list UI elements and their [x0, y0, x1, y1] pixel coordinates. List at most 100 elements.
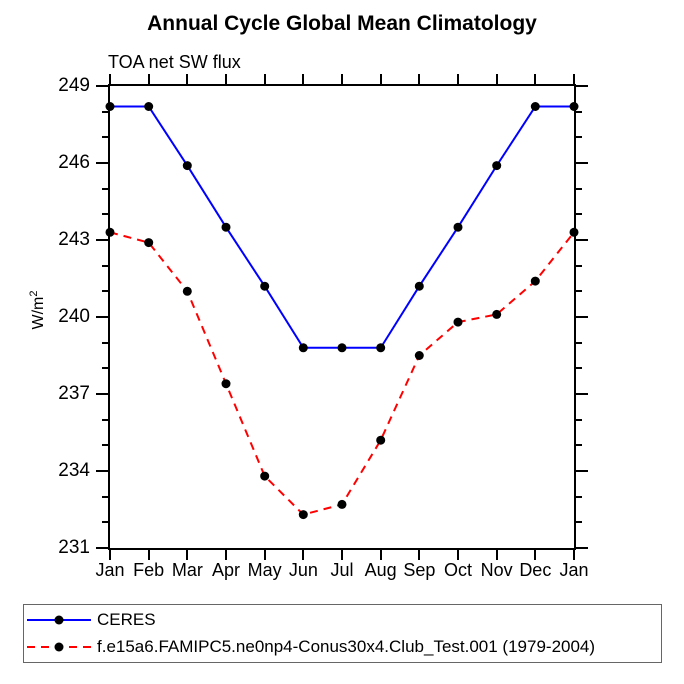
- data-point: [260, 471, 270, 481]
- y-major-tick-left: [96, 393, 110, 395]
- y-major-tick-right: [574, 393, 588, 395]
- x-tick-top: [225, 74, 227, 86]
- legend-row-1: f.e15a6.FAMIPC5.ne0np4-Conus30x4.Club_Te…: [24, 635, 661, 659]
- y-major-tick-left: [96, 470, 110, 472]
- data-point: [105, 102, 115, 111]
- chart-canvas: [105, 102, 579, 520]
- legend-label-0: CERES: [97, 610, 156, 629]
- data-point: [453, 222, 463, 232]
- x-tick-bottom: [495, 548, 498, 560]
- y-minor-tick-left: [102, 290, 110, 293]
- y-minor-tick-right: [574, 264, 582, 267]
- x-tick-top: [418, 74, 421, 86]
- x-tick-top: [263, 74, 266, 86]
- x-tick-label: May: [247, 560, 282, 580]
- y-minor-tick-left: [102, 444, 110, 447]
- y-major-tick-right: [574, 85, 588, 87]
- x-tick-label: Jun: [288, 560, 318, 580]
- chart-title: Annual Cycle Global Mean Climatology: [147, 12, 537, 35]
- legend-marker: [54, 615, 64, 625]
- x-tick-bottom: [302, 548, 305, 560]
- x-tick-label: Feb: [133, 560, 165, 580]
- y-major-tick-left: [96, 239, 110, 241]
- x-tick-top: [186, 74, 189, 86]
- x-tick-label: Aug: [364, 560, 397, 580]
- data-point: [530, 102, 540, 111]
- chart-subtitle: TOA net SW flux: [108, 52, 241, 72]
- y-minor-tick-right: [574, 367, 582, 370]
- y-minor-tick-right: [574, 495, 582, 498]
- x-tick-label: Jul: [330, 560, 354, 580]
- data-point: [569, 227, 579, 237]
- data-point: [260, 281, 270, 291]
- y-minor-tick-left: [102, 521, 110, 524]
- data-point: [376, 343, 386, 353]
- x-tick-top: [147, 74, 150, 86]
- legend-row-0: CERES: [24, 608, 661, 632]
- legend-line-sample: [27, 642, 91, 652]
- data-point: [144, 102, 154, 111]
- data-point: [105, 227, 115, 237]
- y-axis-label-sup: 2: [27, 290, 40, 297]
- legend: CERES f.e15a6.FAMIPC5.ne0np4-Conus30x4.Cl…: [23, 604, 662, 663]
- x-tick-top: [457, 74, 459, 86]
- y-major-tick-right: [574, 547, 588, 549]
- y-major-tick-right: [574, 239, 588, 241]
- y-minor-tick-left: [102, 187, 110, 190]
- x-tick-bottom: [379, 548, 382, 560]
- data-point: [144, 238, 154, 248]
- y-minor-tick-left: [102, 264, 110, 267]
- data-point: [492, 309, 502, 319]
- x-tick-label: Mar: [171, 560, 203, 580]
- data-point: [414, 281, 424, 291]
- y-tick-label: 231: [58, 537, 90, 558]
- y-tick-label: 240: [58, 306, 90, 327]
- x-tick-label: Apr: [211, 560, 240, 580]
- x-tick-bottom: [109, 548, 111, 560]
- y-minor-tick-right: [574, 521, 582, 524]
- y-major-tick-right: [574, 470, 588, 472]
- x-tick-top: [495, 74, 498, 86]
- data-point: [182, 286, 192, 296]
- y-major-tick-left: [96, 547, 110, 549]
- y-major-tick-right: [574, 162, 588, 164]
- y-minor-tick-left: [102, 418, 110, 421]
- y-minor-tick-right: [574, 136, 582, 139]
- y-minor-tick-right: [574, 187, 582, 190]
- x-tick-bottom: [534, 548, 537, 560]
- legend-label-1: f.e15a6.FAMIPC5.ne0np4-Conus30x4.Club_Te…: [97, 637, 596, 656]
- x-tick-top: [573, 74, 575, 86]
- data-point: [453, 317, 463, 327]
- x-tick-bottom: [186, 548, 189, 560]
- data-point: [376, 435, 386, 445]
- data-point: [337, 343, 347, 353]
- x-tick-bottom: [147, 548, 150, 560]
- x-tick-label: Oct: [443, 560, 472, 580]
- series-line-1: [109, 231, 575, 516]
- data-point: [221, 379, 231, 389]
- legend-line-sample: [27, 615, 91, 625]
- plot-area: [105, 84, 579, 550]
- y-minor-tick-right: [574, 290, 582, 293]
- y-tick-label: 246: [58, 152, 90, 173]
- x-tick-bottom: [225, 548, 227, 560]
- y-minor-tick-left: [102, 213, 110, 216]
- y-major-tick-left: [96, 85, 110, 87]
- data-point: [182, 161, 192, 171]
- data-point: [298, 510, 308, 520]
- x-tick-top: [534, 74, 537, 86]
- x-tick-bottom: [457, 548, 459, 560]
- data-point: [221, 222, 231, 232]
- x-tick-label: Nov: [480, 560, 513, 580]
- y-minor-tick-right: [574, 444, 582, 447]
- x-tick-bottom: [263, 548, 266, 560]
- y-minor-tick-right: [574, 213, 582, 216]
- y-major-tick-left: [96, 316, 110, 318]
- x-tick-top: [302, 74, 305, 86]
- y-minor-tick-right: [574, 110, 582, 113]
- data-point: [569, 102, 579, 111]
- y-minor-tick-right: [574, 418, 582, 421]
- y-major-tick-right: [574, 316, 588, 318]
- y-minor-tick-left: [102, 367, 110, 370]
